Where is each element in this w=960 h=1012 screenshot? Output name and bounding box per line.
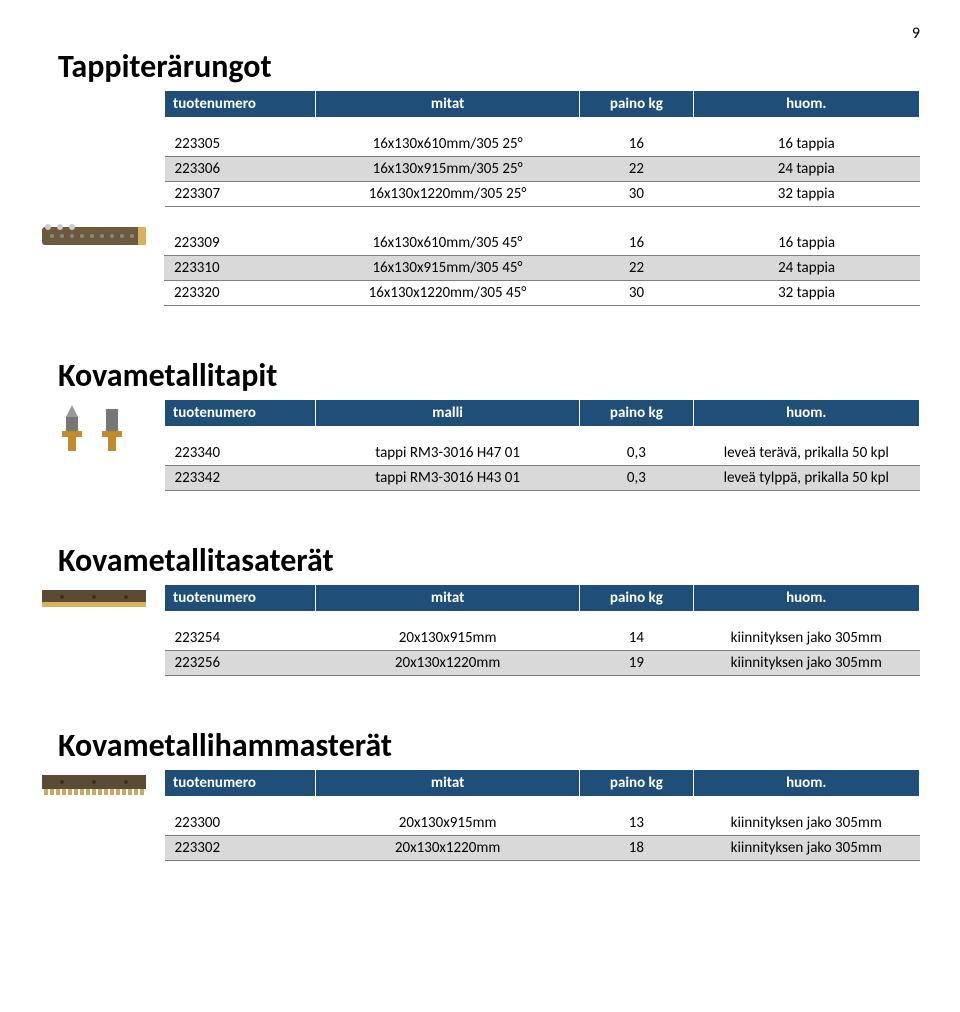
col-huom: huom. — [693, 585, 920, 612]
heading: Kovametallihammasterät — [40, 726, 920, 765]
col-mitat: mitat — [316, 91, 580, 118]
col-paino: paino kg — [580, 585, 693, 612]
table: tuotenumero mitat paino kg huom. 2232542… — [164, 584, 920, 676]
table-row: 22330716x130x1220mm/305 25°3032 tappia — [165, 182, 920, 207]
section-kovametallihammasterat: Kovametallihammasterät — [40, 726, 920, 861]
col-tuotenumero: tuotenumero — [165, 91, 316, 118]
heading: Tappiterärungot — [40, 47, 920, 86]
table-row: 22330220x130x1220mm18kiinnityksen jako 3… — [165, 836, 920, 861]
table-row: 22325420x130x915mm14kiinnityksen jako 30… — [165, 626, 920, 651]
product-image-carbide-pins — [40, 399, 150, 459]
table-row: 22325620x130x1220mm19kiinnityksen jako 3… — [165, 651, 920, 676]
col-paino: paino kg — [580, 770, 693, 797]
col-tuotenumero: tuotenumero — [165, 585, 316, 612]
table-row: 223342tappi RM3-3016 H43 010,3leveä tylp… — [165, 466, 920, 491]
col-mitat: mitat — [316, 585, 580, 612]
table-row: 22332016x130x1220mm/305 45°3032 tappia — [164, 281, 920, 306]
section-kovametallitapit: Kovametallitapit — [40, 356, 920, 491]
col-tuotenumero: tuotenumero — [165, 400, 316, 427]
table: tuotenumero mitat paino kg huom. 2233051… — [164, 90, 920, 207]
table-row: 223340tappi RM3-3016 H47 010,3leveä terä… — [165, 441, 920, 466]
product-image-toothed-blade — [40, 769, 150, 801]
page-number: 9 — [40, 24, 920, 43]
col-huom: huom. — [693, 91, 920, 118]
table-header-row: tuotenumero malli paino kg huom. — [165, 400, 920, 427]
table-row: 22331016x130x915mm/305 45°2224 tappia — [164, 256, 920, 281]
table-row: 22330516x130x610mm/305 25°1616 tappia — [165, 132, 920, 157]
table-row: 22330020x130x915mm13kiinnityksen jako 30… — [165, 811, 920, 836]
section-tappiterarungot: Tappiterärungot tuotenumero mitat paino … — [40, 47, 920, 306]
table: tuotenumero malli paino kg huom. 223340t… — [164, 399, 920, 491]
heading: Kovametallitapit — [40, 356, 920, 395]
table-row: 22330916x130x610mm/305 45°1616 tappia — [164, 231, 920, 256]
product-image-flat-blade — [40, 584, 150, 612]
col-mitat: mitat — [316, 770, 580, 797]
product-image-blade-body — [40, 217, 150, 251]
col-tuotenumero: tuotenumero — [165, 770, 316, 797]
col-malli: malli — [316, 400, 580, 427]
heading: Kovametallitasaterät — [40, 541, 920, 580]
table-row: 22330616x130x915mm/305 25°2224 tappia — [165, 157, 920, 182]
section-kovametallitasaterat: Kovametallitasaterät tuotenumero mitat p… — [40, 541, 920, 676]
table-header-row: tuotenumero mitat paino kg huom. — [165, 770, 920, 797]
col-huom: huom. — [693, 770, 920, 797]
col-huom: huom. — [693, 400, 920, 427]
table-header-row: tuotenumero mitat paino kg huom. — [165, 91, 920, 118]
col-paino: paino kg — [580, 400, 693, 427]
table: tuotenumero mitat paino kg huom. 2233002… — [164, 769, 920, 861]
col-paino: paino kg — [580, 91, 693, 118]
table-header-row: tuotenumero mitat paino kg huom. — [165, 585, 920, 612]
table: 22330916x130x610mm/305 45°1616 tappia 22… — [164, 217, 920, 306]
